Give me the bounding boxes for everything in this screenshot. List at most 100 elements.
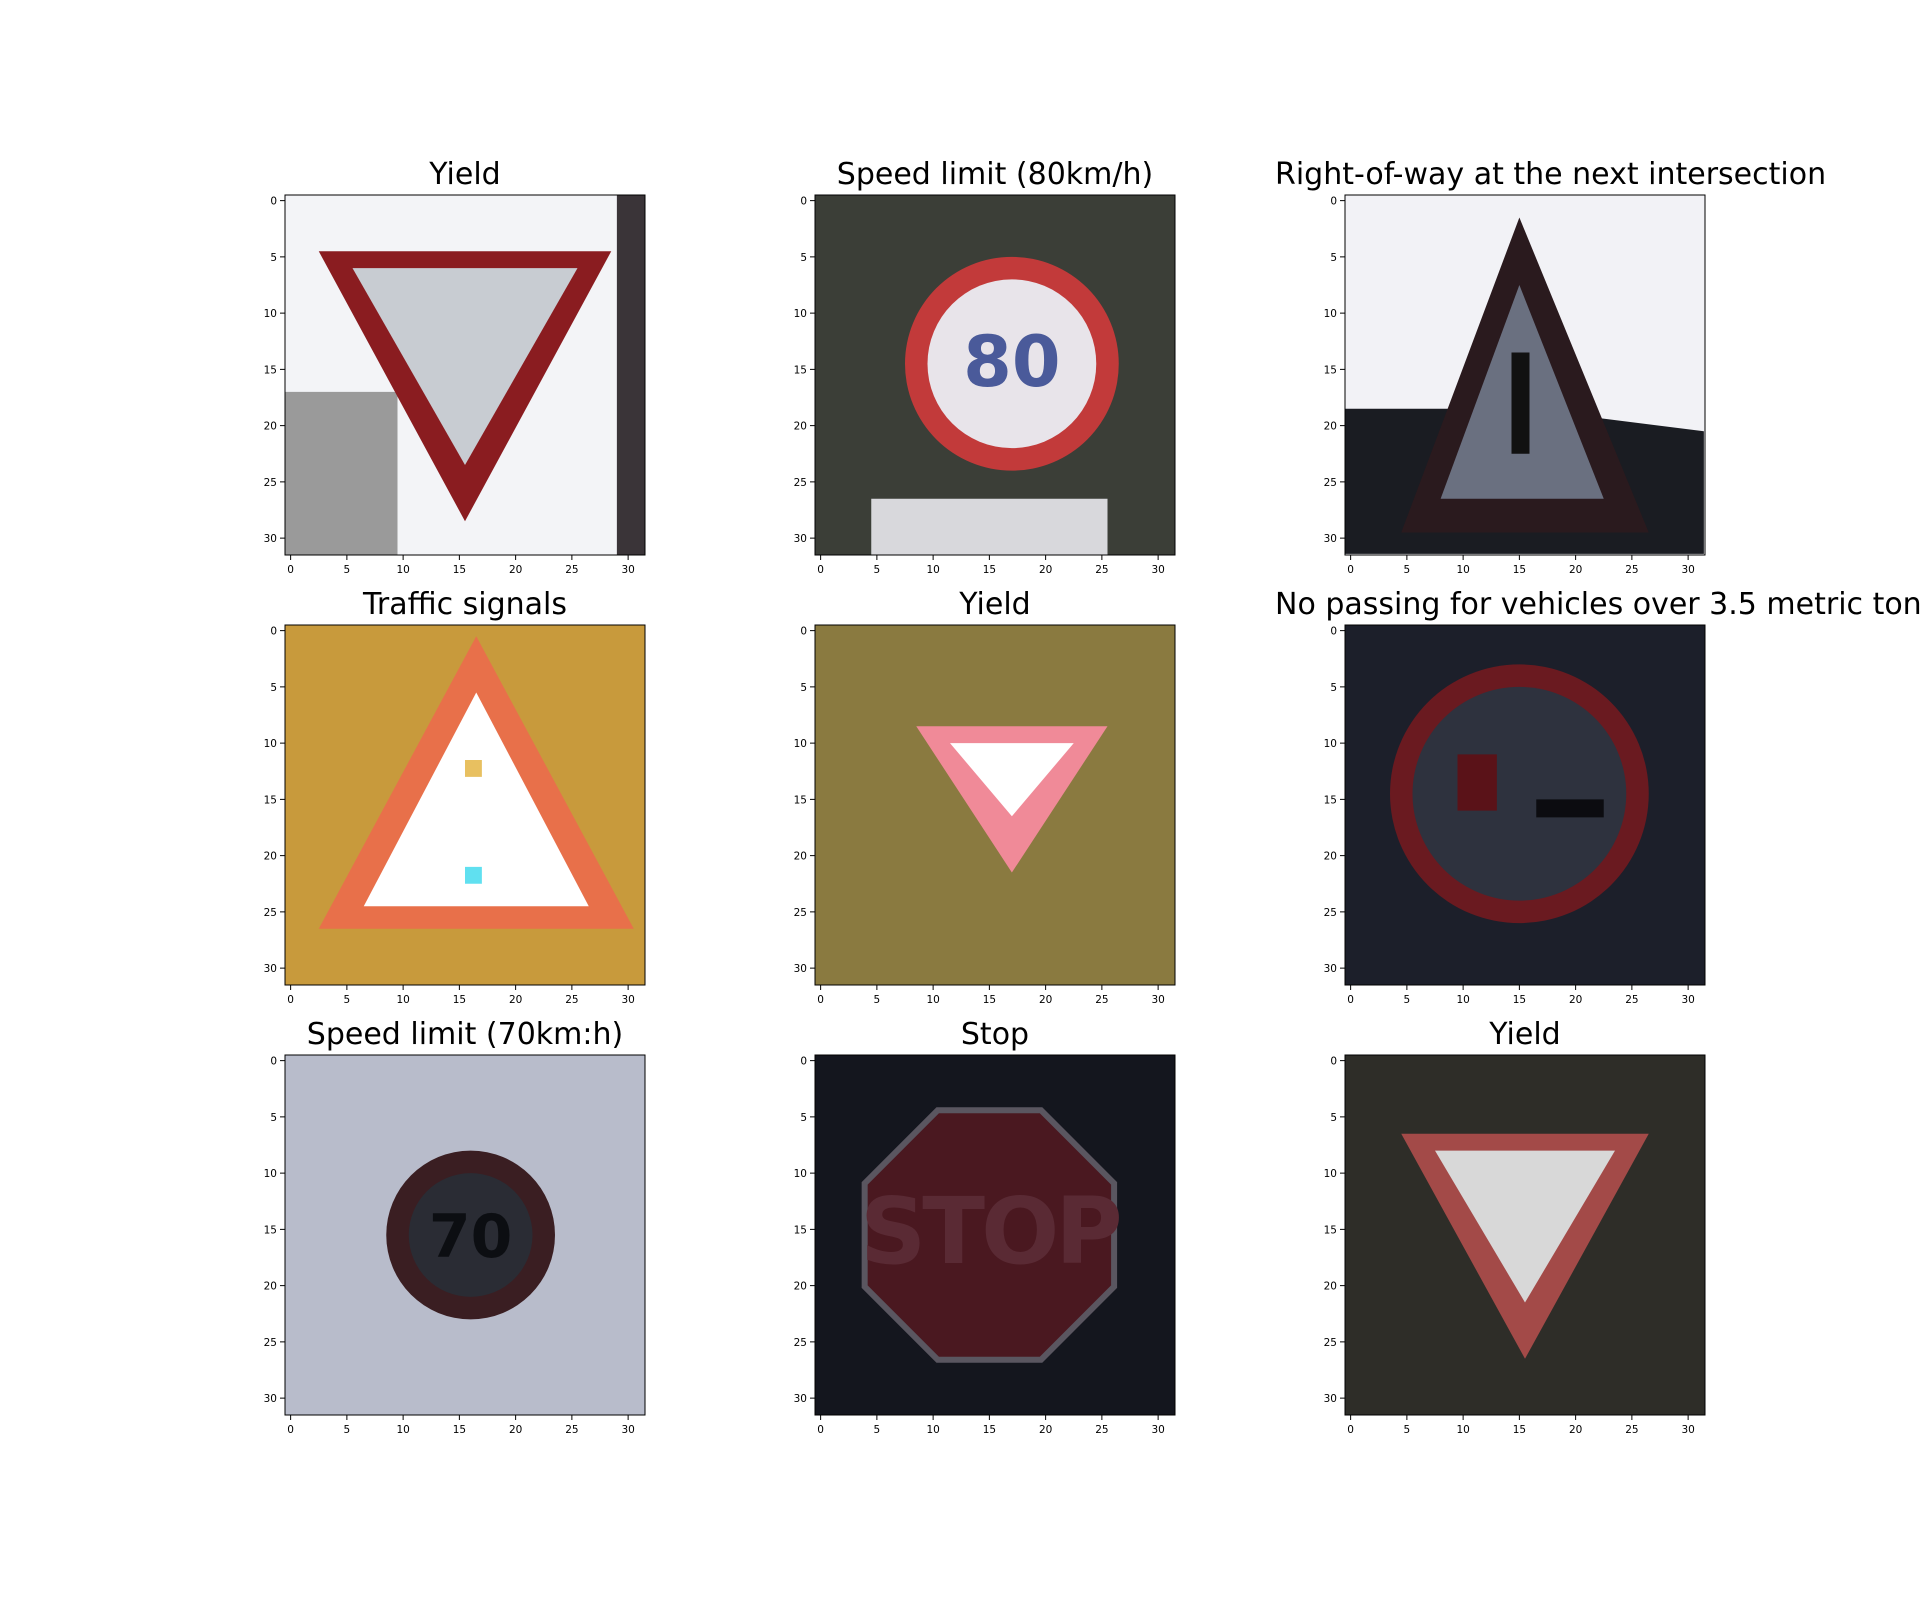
x-tick-label: 30 xyxy=(621,994,634,1006)
panel-yield-2: Yield 0 0 5 5 10 10 15 15 20 20 25 25 30 30 xyxy=(745,585,1245,1006)
x-tick-label: 30 xyxy=(621,564,634,576)
stop-word-text: STOP xyxy=(860,1178,1119,1285)
axes-frame xyxy=(1344,624,1706,986)
x-tick-label: 10 xyxy=(926,994,939,1006)
y-tick-label: 20 xyxy=(264,421,277,433)
y-tick-label: 20 xyxy=(794,1281,807,1293)
y-tick-label: 10 xyxy=(1324,1168,1337,1180)
panel-plot: 80 0 0 5 5 10 10 15 15 20 20 25 25 30 30 xyxy=(794,194,1176,576)
panel-title: Yield xyxy=(1489,1017,1561,1052)
y-tick-label: 0 xyxy=(270,196,277,208)
y-tick-label: 20 xyxy=(1324,1281,1337,1293)
image-content: 70 xyxy=(285,1055,645,1415)
sign-face-shape xyxy=(927,279,1097,449)
x-tick-label: 20 xyxy=(1569,564,1582,576)
y-tick-label: 25 xyxy=(264,1337,277,1349)
panel-plot: 0 0 5 5 10 10 15 15 20 20 25 25 30 30 xyxy=(1324,624,1706,1006)
y-tick-label: 5 xyxy=(1330,1112,1337,1124)
x-tick-label: 0 xyxy=(817,994,824,1006)
axes-frame xyxy=(814,624,1176,986)
x-tick-label: 0 xyxy=(1347,994,1354,1006)
sign-face-shape xyxy=(1412,686,1627,901)
x-tick-label: 5 xyxy=(874,1424,881,1436)
image-content: STOP xyxy=(815,1055,1175,1415)
x-tick-label: 0 xyxy=(287,1424,294,1436)
sign-face-shape xyxy=(950,743,1074,817)
y-tick-label: 0 xyxy=(1330,626,1337,638)
y-tick-label: 30 xyxy=(794,963,807,975)
sign-face-shape xyxy=(352,268,578,465)
x-tick-label: 20 xyxy=(1039,994,1052,1006)
panel-plot: 0 0 5 5 10 10 15 15 20 20 25 25 30 30 xyxy=(1324,1054,1706,1436)
x-tick-label: 30 xyxy=(621,1424,634,1436)
x-tick-label: 25 xyxy=(1095,994,1108,1006)
image-content xyxy=(1345,1055,1705,1415)
image-content: 80 xyxy=(815,195,1175,555)
x-tick-label: 10 xyxy=(396,564,409,576)
x-tick-label: 20 xyxy=(1569,994,1582,1006)
y-tick-label: 25 xyxy=(1324,1337,1337,1349)
y-tick-label: 10 xyxy=(794,738,807,750)
x-tick-label: 25 xyxy=(1095,1424,1108,1436)
x-tick-label: 25 xyxy=(565,1424,578,1436)
y-tick-label: 20 xyxy=(264,851,277,863)
x-tick-label: 15 xyxy=(453,1424,466,1436)
x-tick-label: 5 xyxy=(874,564,881,576)
panel-plot: 0 0 5 5 10 10 15 15 20 20 25 25 30 30 xyxy=(264,624,646,1006)
y-tick-label: 15 xyxy=(1324,1224,1337,1236)
axes-frame xyxy=(814,194,1176,556)
y-tick-label: 15 xyxy=(1324,794,1337,806)
panel-speed-limit-80: Speed limit (80km/h) 80 0 0 5 5 10 10 15 15 20 20 2… xyxy=(745,155,1245,576)
axes-frame xyxy=(1344,194,1706,556)
image-content xyxy=(285,625,645,985)
x-tick-label: 5 xyxy=(874,994,881,1006)
axes-frame xyxy=(814,1054,1176,1416)
y-tick-label: 10 xyxy=(264,1168,277,1180)
panel-plot: 0 0 5 5 10 10 15 15 20 20 25 25 30 30 xyxy=(794,624,1176,1006)
sign-face-shape xyxy=(408,1173,533,1297)
y-tick-label: 30 xyxy=(794,1393,807,1405)
panel-no-passing: No passing for vehicles over 3.5 metric … xyxy=(1275,585,1920,1006)
y-tick-label: 25 xyxy=(794,1337,807,1349)
x-tick-label: 15 xyxy=(1513,564,1526,576)
x-tick-label: 15 xyxy=(983,564,996,576)
y-tick-label: 20 xyxy=(264,1281,277,1293)
x-tick-label: 0 xyxy=(287,994,294,1006)
y-tick-label: 15 xyxy=(264,364,277,376)
x-tick-label: 10 xyxy=(1456,994,1469,1006)
x-tick-label: 0 xyxy=(1347,564,1354,576)
y-tick-label: 10 xyxy=(794,308,807,320)
sub-plate-shape xyxy=(871,498,1108,555)
y-tick-label: 30 xyxy=(794,533,807,545)
x-tick-label: 15 xyxy=(983,994,996,1006)
x-tick-label: 20 xyxy=(1039,1424,1052,1436)
y-tick-label: 20 xyxy=(1324,421,1337,433)
y-tick-label: 10 xyxy=(794,1168,807,1180)
y-tick-label: 10 xyxy=(264,738,277,750)
y-tick-label: 15 xyxy=(264,794,277,806)
x-tick-label: 5 xyxy=(1404,994,1411,1006)
panel-yield-1: Yield 0 0 5 5 10 10 15 15 20 20 25 25 30 30 xyxy=(215,155,715,576)
x-tick-label: 0 xyxy=(817,564,824,576)
x-tick-label: 30 xyxy=(1151,564,1164,576)
image-content xyxy=(285,195,645,555)
panel-stop: Stop STOP 0 0 5 5 10 10 15 15 20 20 25 25 30 30 xyxy=(745,1015,1245,1436)
x-tick-label: 5 xyxy=(344,994,351,1006)
x-tick-label: 0 xyxy=(817,1424,824,1436)
sign-face-shape xyxy=(1435,1150,1615,1303)
y-tick-label: 20 xyxy=(794,421,807,433)
x-tick-label: 30 xyxy=(1681,564,1694,576)
y-tick-label: 30 xyxy=(264,963,277,975)
y-tick-label: 20 xyxy=(1324,851,1337,863)
x-tick-label: 5 xyxy=(1404,1424,1411,1436)
panel-plot: 0 0 5 5 10 10 15 15 20 20 25 25 30 30 xyxy=(1324,194,1706,576)
axes-frame xyxy=(1344,1054,1706,1416)
sign-number-text: 70 xyxy=(429,1202,513,1272)
y-tick-label: 5 xyxy=(270,682,277,694)
x-tick-label: 0 xyxy=(287,564,294,576)
panel-title: Speed limit (70km:h) xyxy=(306,1017,624,1052)
sign-face-shape xyxy=(363,692,589,907)
panel-speed-limit-70: Speed limit (70km:h) 70 0 0 5 5 10 10 15 15 20 20 2… xyxy=(215,1015,715,1436)
y-tick-label: 0 xyxy=(800,196,807,208)
